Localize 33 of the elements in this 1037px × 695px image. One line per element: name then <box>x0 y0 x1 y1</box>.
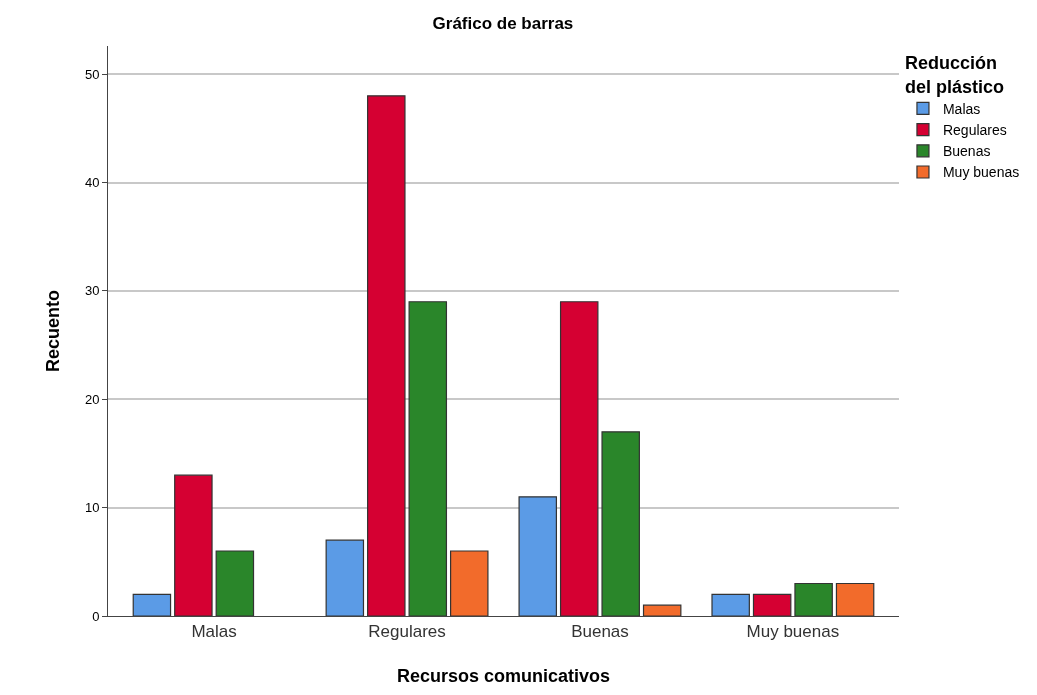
legend-label: Regulares <box>942 122 1007 139</box>
bar <box>215 550 255 616</box>
x-axis-title: Recursos comunicativos <box>396 665 611 686</box>
x-tick-label: Buenas <box>571 622 629 642</box>
legend-label: Muy buenas <box>942 164 1020 181</box>
y-axis-title: Recuento <box>43 289 64 373</box>
bar <box>449 550 489 616</box>
bar <box>325 539 365 616</box>
legend-label: Malas <box>942 100 981 117</box>
y-tick-label: 20 <box>84 391 100 407</box>
y-tick-label: 40 <box>84 175 100 191</box>
bar <box>711 593 750 616</box>
y-tick-label: 0 <box>92 608 100 624</box>
y-tick-label: 50 <box>84 66 100 82</box>
x-tick-label: Regulares <box>368 622 446 642</box>
bar <box>518 496 558 616</box>
bar <box>132 593 172 616</box>
bar <box>794 582 833 616</box>
legend-title: Reducción del plástico <box>904 53 1004 97</box>
x-tick-label: Muy buenas <box>746 622 840 642</box>
bar <box>408 301 448 616</box>
legend-label: Buenas <box>942 143 991 160</box>
bar <box>642 604 682 616</box>
bar <box>752 593 792 616</box>
bar <box>559 301 599 616</box>
bar <box>367 95 406 616</box>
y-tick-label: 10 <box>84 500 100 516</box>
bar <box>835 582 875 616</box>
x-tick-label: Malas <box>191 622 237 642</box>
y-tick-label: 30 <box>84 283 100 299</box>
chart-title: Gráfico de barras <box>432 14 574 34</box>
bar <box>601 431 640 616</box>
bar <box>174 474 213 616</box>
